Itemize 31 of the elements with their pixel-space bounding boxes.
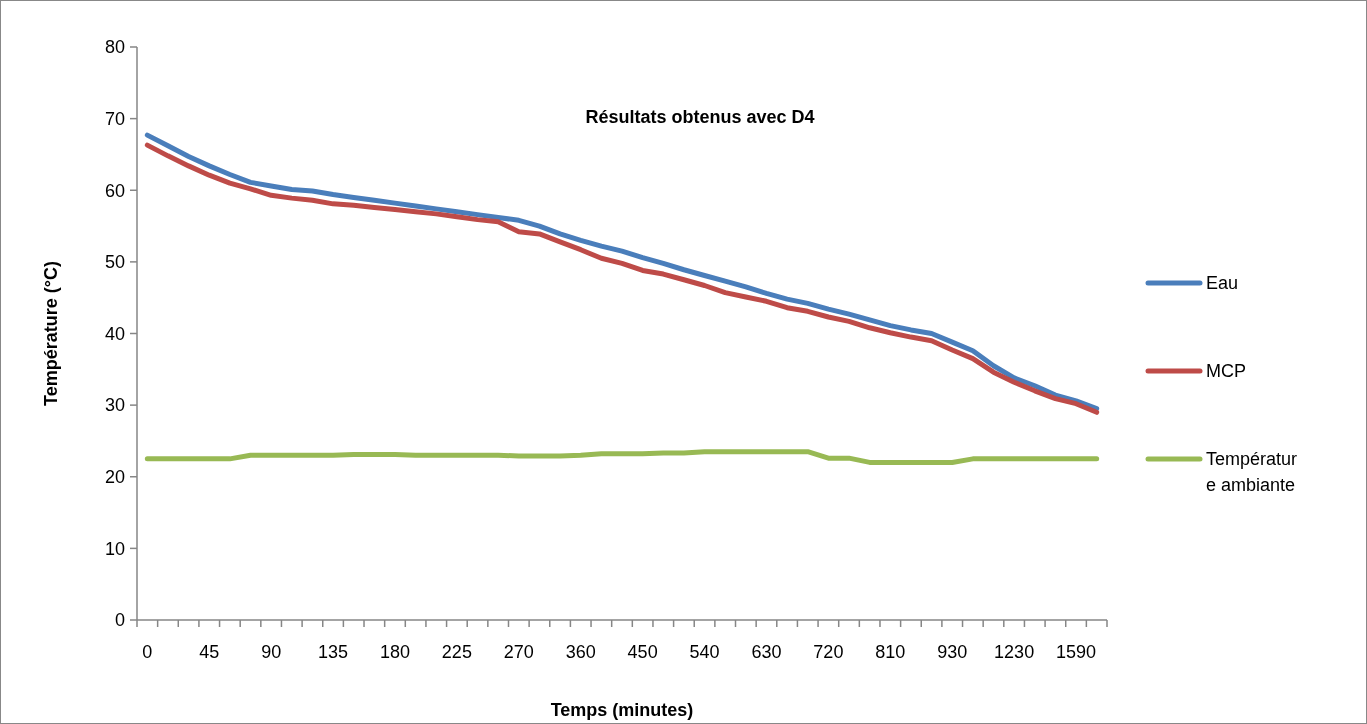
x-tick-label: 0	[142, 642, 153, 662]
x-tick-label: 810	[875, 642, 906, 662]
legend-label: Eau	[1206, 273, 1239, 294]
y-tick-label: 30	[104, 395, 125, 416]
text: Résultats obtenus avec D4	[585, 107, 815, 127]
y-axis-title: Température (°C)	[41, 261, 61, 406]
y-tick-label: 20	[104, 467, 125, 488]
y-tick-label: 80	[104, 37, 125, 58]
x-tick-label: 720	[813, 642, 844, 662]
x-tick-label: 90	[261, 642, 282, 662]
x-tick-label: 930	[937, 642, 968, 662]
x-tick-label: 1590	[1056, 642, 1097, 662]
legend-label: Température ambiante	[1206, 449, 1298, 496]
y-tick-label: 50	[104, 252, 125, 273]
x-tick-label: 225	[441, 642, 472, 662]
x-tick-label: 45	[199, 642, 220, 662]
y-tick-label: 0	[114, 610, 125, 631]
x-tick-label: 360	[565, 642, 596, 662]
y-tick-label: 70	[104, 108, 125, 129]
x-tick-label: 1230	[994, 642, 1035, 662]
x-axis-title: Temps (minutes)	[550, 700, 694, 720]
x-tick-label: 135	[318, 642, 349, 662]
x-tick-label: 270	[503, 642, 534, 662]
y-tick-label: 40	[104, 323, 125, 344]
y-tick-label: 10	[104, 538, 125, 559]
x-tick-label: 180	[379, 642, 410, 662]
x-tick-label: 450	[627, 642, 658, 662]
x-tick-label: 630	[751, 642, 782, 662]
y-tick-label: 60	[104, 180, 125, 201]
legend-label: MCP	[1206, 361, 1246, 382]
x-tick-label: 540	[689, 642, 720, 662]
